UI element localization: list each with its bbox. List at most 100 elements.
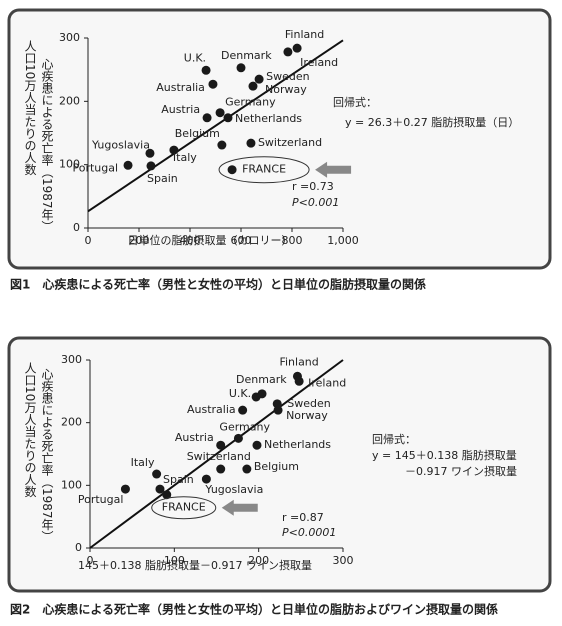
y-tick-label: 300 [61, 353, 82, 366]
data-point [208, 79, 218, 89]
regression-line [89, 359, 344, 549]
y-tick-label: 100 [59, 158, 80, 171]
x-tick-label: 1,000 [327, 234, 359, 247]
point-label: Spain [147, 172, 178, 185]
y-tick-label: 0 [73, 221, 80, 234]
point-label: Spain [163, 473, 194, 486]
data-point [254, 74, 264, 84]
point-label: Australia [187, 403, 236, 416]
point-label: Denmark [236, 373, 287, 386]
x-tick-label: 0 [87, 554, 94, 567]
point-label: Switzerland [187, 450, 251, 463]
data-point [292, 43, 302, 53]
x-tick-label: 100 [164, 554, 185, 567]
figure-box [7, 336, 552, 593]
figure-caption: 図1 心疾患による死亡率（男性と女性の平均）と日単位の脂肪摂取量の関係 [10, 277, 426, 292]
point-label: Norway [265, 83, 307, 96]
data-point [251, 392, 261, 402]
point-label: Switzerland [258, 136, 322, 149]
data-point [123, 160, 133, 170]
data-point [145, 148, 155, 158]
y-axis-label: 心疾患による死亡率（1987年） [40, 58, 54, 233]
x-axis-label: 日単位の脂肪摂取量（カロリー） [128, 233, 293, 247]
data-point [169, 145, 179, 155]
regression-equation: y = 145＋0.138 脂肪摂取量 [372, 448, 517, 462]
highlight-arrow [315, 161, 352, 178]
data-point [201, 474, 211, 484]
data-point [162, 490, 172, 500]
x-tick-label: 200 [248, 554, 269, 567]
y-axis-label: 心疾患による死亡率（1987年） [40, 368, 54, 543]
data-point [201, 65, 211, 75]
point-label: Yugoslavia [204, 483, 263, 496]
point-label: Ireland [300, 56, 338, 69]
point-label: Portugal [78, 493, 124, 506]
y-axis-label: 人口10万人当たりの人数 [23, 362, 37, 498]
point-label: Germany [219, 420, 270, 433]
x-tick-label: 200 [129, 234, 150, 247]
data-point [146, 161, 156, 171]
data-point [236, 63, 246, 73]
regression-equation: －0.917 ワイン摂取量 [405, 464, 517, 478]
y-tick-label: 100 [61, 478, 82, 491]
data-point [152, 469, 162, 479]
x-tick-label: 800 [282, 234, 303, 247]
point-label: Netherlands [264, 438, 331, 451]
data-point [120, 484, 130, 494]
regression-equation: y = 26.3＋0.27 脂肪摂取量（日） [345, 115, 519, 129]
point-label: Netherlands [235, 112, 302, 125]
point-label: Finland [285, 28, 324, 41]
data-point [252, 440, 262, 450]
figure-box [7, 8, 552, 270]
x-tick-label: 400 [180, 234, 201, 247]
highlight-arrow [221, 499, 258, 516]
data-point [227, 165, 237, 175]
regression-equation: 回帰式： [333, 96, 377, 109]
point-label: Belgium [175, 127, 220, 140]
data-point [294, 376, 304, 386]
point-label: U.K. [229, 387, 251, 400]
x-tick-label: 600 [231, 234, 252, 247]
data-point [217, 140, 227, 150]
point-label: Finland [279, 355, 318, 368]
y-axis-label: 人口10万人当たりの人数 [23, 40, 37, 176]
data-point [273, 405, 283, 415]
y-tick-label: 300 [59, 31, 80, 44]
point-label: Belgium [254, 460, 299, 473]
y-tick-label: 0 [75, 541, 82, 554]
point-label: Yugoslavia [91, 138, 150, 151]
data-point [233, 433, 243, 443]
point-label: Ireland [308, 376, 346, 389]
correlation: r =0.73 [292, 180, 334, 193]
data-point [215, 108, 225, 118]
data-point [155, 484, 165, 494]
point-label: Sweden [266, 70, 309, 83]
point-label: Denmark [221, 49, 272, 62]
point-label: Portugal [72, 161, 118, 174]
y-tick-label: 200 [59, 94, 80, 107]
point-label: Austria [161, 103, 200, 116]
data-point [202, 113, 212, 123]
p-value: P<0.001 [292, 196, 339, 209]
x-tick-label: 0 [85, 234, 92, 247]
point-label: U.K. [184, 51, 206, 64]
y-tick-label: 200 [61, 416, 82, 429]
x-axis-label: 145＋0.138 脂肪摂取量－0.917 ワイン摂取量 [78, 558, 312, 572]
point-label: FRANCE [162, 501, 206, 514]
point-label: Italy [173, 151, 197, 164]
point-label: Norway [286, 409, 328, 422]
p-value: P<0.0001 [282, 526, 336, 539]
point-label: Germany [225, 96, 276, 109]
data-point [283, 47, 293, 57]
point-label: Sweden [287, 397, 330, 410]
point-label: Italy [131, 456, 155, 469]
highlight-ellipse [218, 156, 310, 184]
data-point [216, 440, 226, 450]
x-tick-label: 300 [333, 554, 354, 567]
point-label: Australia [156, 81, 205, 94]
correlation: r =0.87 [282, 511, 324, 524]
point-label: Austria [175, 431, 214, 444]
data-point [216, 464, 226, 474]
